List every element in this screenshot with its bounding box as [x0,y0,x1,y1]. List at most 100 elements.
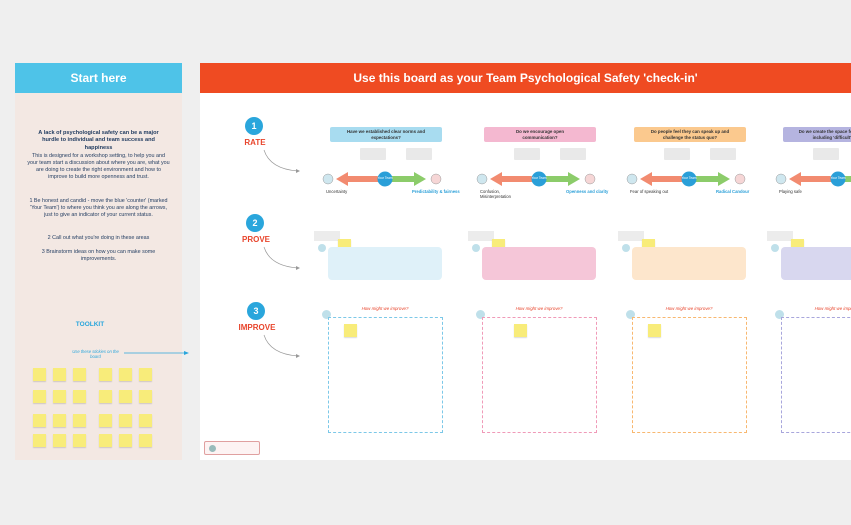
improve-prompt: How might we improve? [515,306,563,311]
stage-number: 1 [245,117,263,135]
badge-avatar [209,445,216,452]
toolkit-sticky [139,434,152,447]
avatar [476,310,485,319]
prove-box [328,247,442,280]
avatar [626,310,635,319]
toolkit-sticky [53,414,66,427]
right-label: Radical Candour [716,189,750,194]
stage-label: RATE [244,138,266,147]
left-label: Fear of speaking out [630,189,669,194]
rating-arrows [322,171,442,187]
start-header: Start here [15,63,182,93]
step-text: 2 Call out what you're doing in these ar… [47,235,150,241]
prove-box [632,247,746,280]
toolkit-sticky [73,368,86,381]
sticky [344,324,357,337]
toolkit-sticky [99,414,112,427]
toolkit-sticky [53,434,66,447]
right-label: Openness and clarity [566,189,609,194]
comment-box [514,148,540,160]
rating-arrows [476,171,596,187]
step-text: 1 Be honest and candid - move the blue '… [29,198,168,219]
sticky [514,324,527,337]
comment-box [813,148,839,160]
toolkit-note: Use these stickies on the board [72,349,119,359]
toolkit-sticky [119,414,132,427]
toolkit-title: TOOLKIT [75,321,105,328]
step-text: 3 Brainstorm ideas on how you can make s… [41,249,156,263]
rating-arrows [626,171,746,187]
comment-box [664,148,690,160]
improve-area [482,317,597,433]
comment-box [360,148,386,160]
avatar [622,244,630,252]
improve-area [781,317,851,433]
stage-arrow [263,334,300,358]
question-box: Have we established clear norms and expe… [330,127,442,142]
note-box [618,231,644,241]
toolkit-sticky [99,434,112,447]
note-box [314,231,340,241]
counter-label: Your Team [377,176,393,180]
toolkit-sticky [33,434,46,447]
comment-box [710,148,736,160]
prove-box [482,247,596,280]
left-label: Uncertainty [326,189,348,194]
toolkit-sticky [73,414,86,427]
stage-arrow [263,149,300,173]
avatar [322,310,331,319]
counter-label: Your Team [830,176,846,180]
note-box [767,231,793,241]
toolkit-sticky [119,390,132,403]
intro-text: A lack of psychological safety can be a … [38,130,159,151]
toolkit-sticky [53,368,66,381]
question-box: Do people feel they can speak up and cha… [634,127,746,142]
left-label: Playing safe [779,189,802,194]
question-box: Do we create the space for new ideas - i… [783,127,851,142]
left-label: Confusion, Misinterpretation [480,189,511,199]
prove-box [781,247,851,280]
toolkit-sticky [33,368,46,381]
toolkit-arrow [124,351,189,355]
improve-area [328,317,443,433]
avatar [318,244,326,252]
description-text: This is designed for a workshop setting,… [27,153,170,181]
sticky [648,324,661,337]
toolkit-sticky [33,390,46,403]
toolkit-sticky [119,434,132,447]
toolkit-sticky [139,390,152,403]
stage-label: PROVE [241,235,270,244]
avatar [771,244,779,252]
toolkit-sticky [139,414,152,427]
toolkit-sticky [139,368,152,381]
board: 1 RATE 2 PROVE 3 IMPROVE Have we established c… [200,93,851,460]
toolkit-sticky [73,390,86,403]
question-box: Do we encourage open communication? [484,127,596,142]
toolkit-sticky [53,390,66,403]
toolkit-sticky [99,390,112,403]
stage-arrow [263,246,300,270]
comment-box [560,148,586,160]
improve-area [632,317,747,433]
counter-label: Your Team [681,176,697,180]
avatar [775,310,784,319]
toolkit-sticky [73,434,86,447]
comment-box [406,148,432,160]
stage-number: 3 [247,302,265,320]
stage-number: 2 [246,214,264,232]
counter-label: Your Team [531,176,547,180]
avatar [472,244,480,252]
rating-arrows [775,171,851,187]
toolkit-sticky [99,368,112,381]
right-label: Predictability & fairness [412,189,460,194]
improve-prompt: How might we improve? [361,306,409,311]
improve-prompt: How might we improve? [665,306,713,311]
toolkit-sticky [33,414,46,427]
note-box [468,231,494,241]
board-header: Use this board as your Team Psychologica… [200,63,851,93]
stage-label: IMPROVE [238,323,276,332]
improve-prompt: How might we improve? [814,306,851,311]
creator-badge [204,441,260,455]
toolkit-sticky [119,368,132,381]
